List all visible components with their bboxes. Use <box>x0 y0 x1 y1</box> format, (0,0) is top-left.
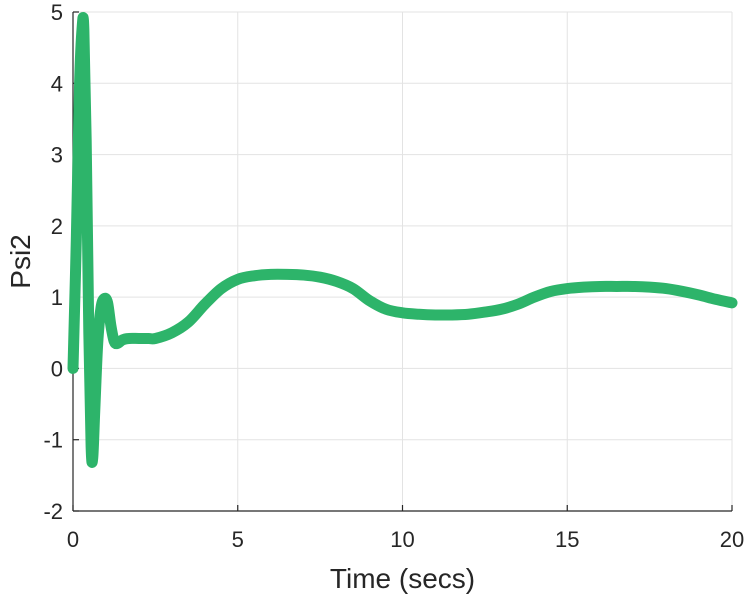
y-tick-label: 5 <box>51 0 63 25</box>
y-tick-label: 0 <box>51 356 63 381</box>
series-layer <box>67 12 738 468</box>
y-tick-label: 4 <box>51 71 63 96</box>
y-tick-label: 2 <box>51 214 63 239</box>
x-tick-label: 15 <box>555 527 579 552</box>
y-tick-label: -2 <box>43 499 63 524</box>
series-line <box>67 12 738 468</box>
y-tick-label: 3 <box>51 143 63 168</box>
x-axis-label: Time (secs) <box>330 563 475 594</box>
y-tick-label: 1 <box>51 285 63 310</box>
tick-labels: 0 5 10 15 20 -2 -1 0 1 2 3 4 5 <box>43 0 744 552</box>
y-tick-label: -1 <box>43 428 63 453</box>
x-tick-label: 10 <box>390 527 414 552</box>
x-tick-label: 0 <box>67 527 79 552</box>
grid <box>72 11 733 512</box>
y-axis-label: Psi2 <box>5 234 36 288</box>
x-tick-label: 5 <box>232 527 244 552</box>
x-tick-label: 20 <box>720 527 744 552</box>
